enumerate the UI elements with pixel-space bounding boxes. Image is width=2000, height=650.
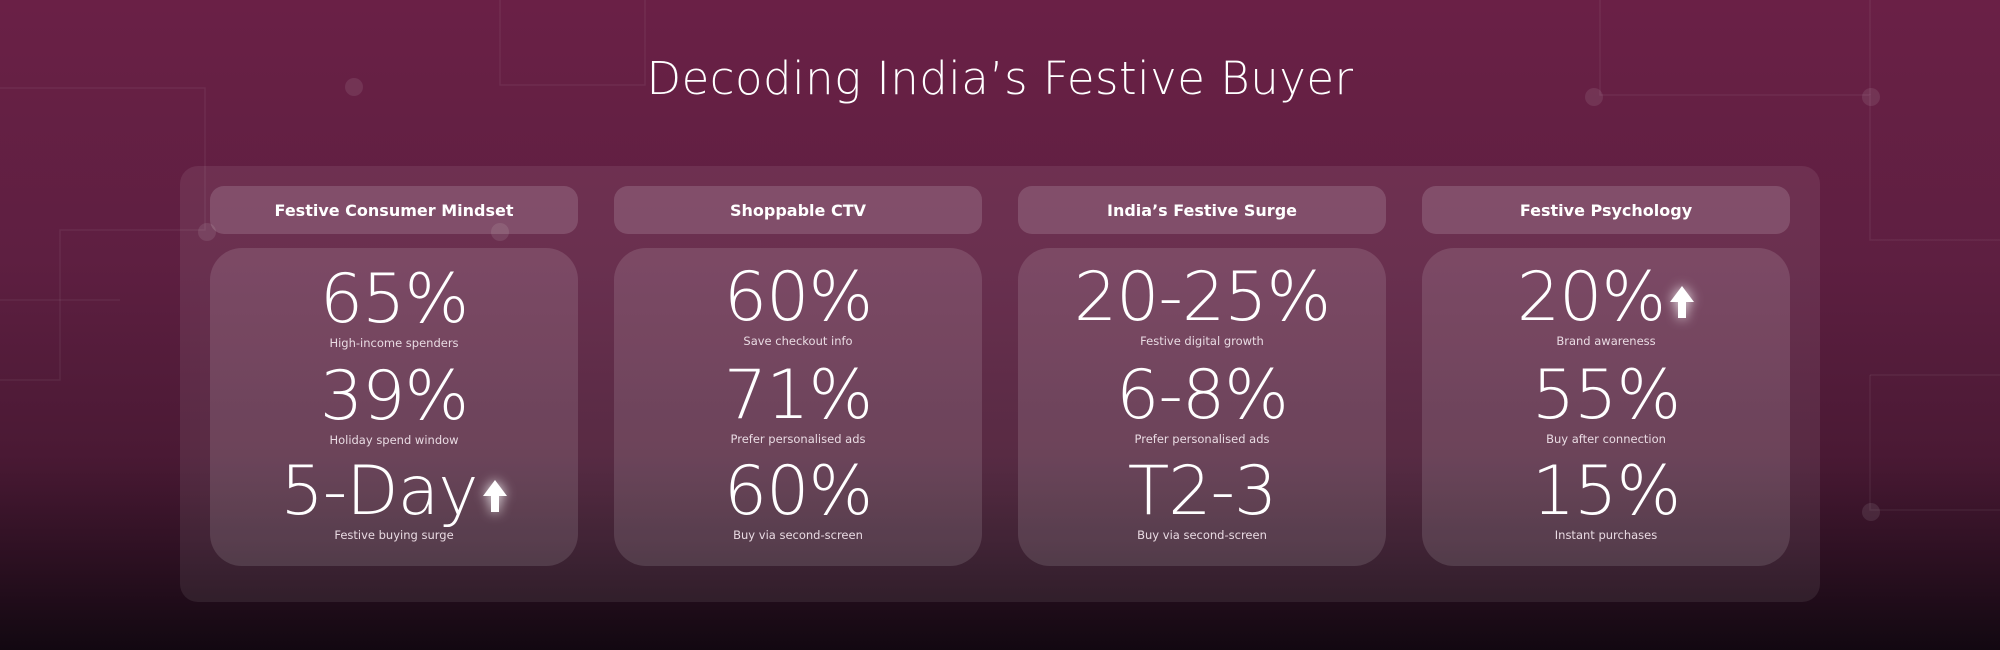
stat-value: 15% [1531, 452, 1681, 531]
stat-item: 15% Instant purchases [1422, 452, 1790, 543]
stat-item: 6-8% Prefer personalised ads [1018, 356, 1386, 447]
stat-label: Buy via second-screen [733, 528, 863, 542]
column-indias-festive-surge: India’s Festive Surge 20-25% Festive dig… [1018, 186, 1386, 566]
column-shoppable-ctv: Shoppable CTV 60% Save checkout info 71%… [614, 186, 982, 566]
column-header: Festive Psychology [1422, 186, 1790, 234]
stat-value: 39% [319, 357, 469, 436]
stats-panel: Festive Consumer Mindset 65% High-income… [180, 166, 1820, 602]
stat-item: T2-3 Buy via second-screen [1018, 452, 1386, 543]
arrow-up-icon [482, 458, 508, 526]
stat-label: Holiday spend window [329, 433, 459, 447]
stat-item: 60% Buy via second-screen [614, 452, 982, 543]
stat-label: Festive digital growth [1140, 334, 1264, 348]
stat-label: Save checkout info [743, 334, 853, 348]
stat-item: 65% High-income spenders [210, 260, 578, 351]
page-title: Decoding India’s Festive Buyer [646, 52, 1354, 105]
column-body: 20% Brand awareness 55% Buy after connec… [1422, 248, 1790, 566]
stat-item: 55% Buy after connection [1422, 356, 1790, 447]
arrow-up-icon [1669, 264, 1695, 332]
stat-value: 60% [723, 258, 873, 337]
column-header: Festive Consumer Mindset [210, 186, 578, 234]
stat-item: 5-Day Festive buying surge [210, 458, 578, 542]
stat-label: Buy after connection [1546, 432, 1666, 446]
column-header: Shoppable CTV [614, 186, 982, 234]
stat-item: 71% Prefer personalised ads [614, 356, 982, 447]
stat-label: High-income spenders [329, 336, 459, 350]
stat-label: Instant purchases [1554, 528, 1658, 542]
stat-label: Prefer personalised ads [730, 432, 866, 446]
stat-value: 65% [319, 260, 469, 339]
stat-value: 5-Day [210, 458, 578, 526]
stat-value: 20% [1422, 264, 1790, 332]
stat-item: 39% Holiday spend window [210, 357, 578, 448]
column-header: India’s Festive Surge [1018, 186, 1386, 234]
stat-value: 55% [1531, 356, 1681, 435]
stat-label: Brand awareness [1556, 334, 1656, 348]
column-body: 60% Save checkout info 71% Prefer person… [614, 248, 982, 566]
column-festive-psychology: Festive Psychology 20% Brand awareness 5… [1422, 186, 1790, 566]
stat-value: 6-8% [1116, 356, 1289, 435]
column-body: 20-25% Festive digital growth 6-8% Prefe… [1018, 248, 1386, 566]
stat-value: 20-25% [1073, 258, 1331, 337]
stat-item: 20-25% Festive digital growth [1018, 258, 1386, 349]
stat-item: 60% Save checkout info [614, 258, 982, 349]
stat-value: 60% [723, 452, 873, 531]
stat-value: T2-3 [1127, 452, 1278, 531]
stat-label: Buy via second-screen [1137, 528, 1267, 542]
column-festive-consumer-mindset: Festive Consumer Mindset 65% High-income… [210, 186, 578, 566]
stat-label: Prefer personalised ads [1134, 432, 1270, 446]
column-body: 65% High-income spenders 39% Holiday spe… [210, 248, 578, 566]
stat-item: 20% Brand awareness [1422, 264, 1790, 348]
stat-label: Festive buying surge [334, 528, 454, 542]
stat-value: 71% [723, 356, 873, 435]
